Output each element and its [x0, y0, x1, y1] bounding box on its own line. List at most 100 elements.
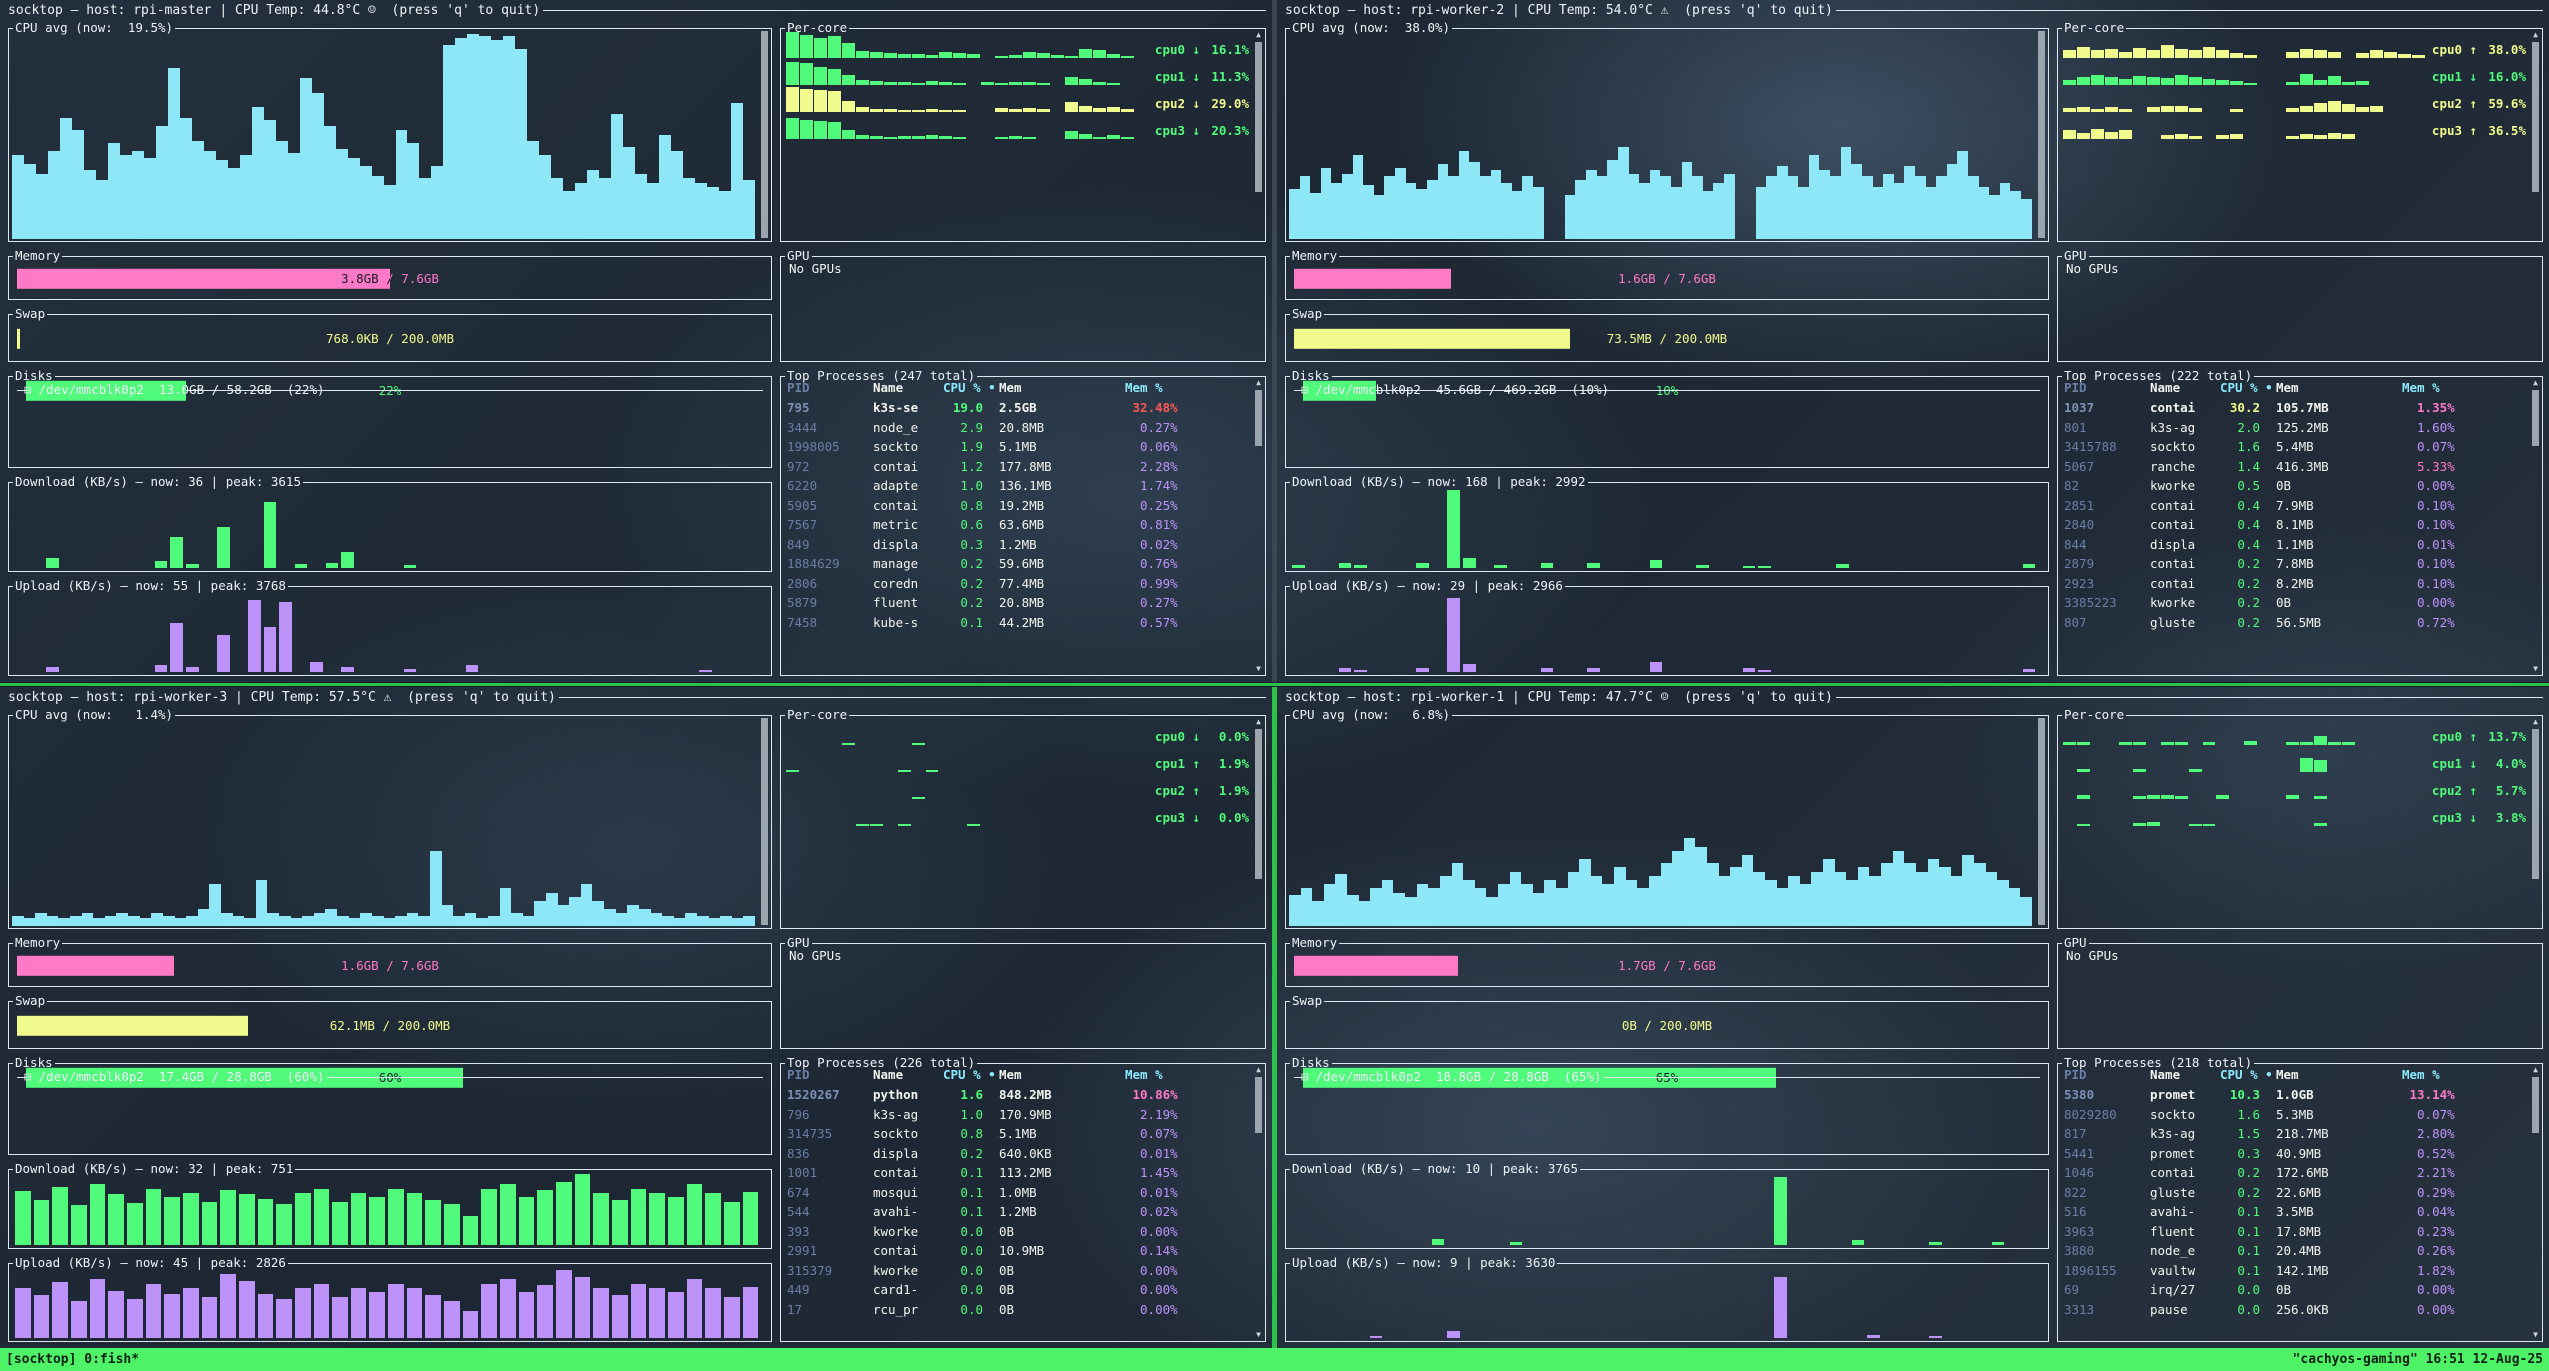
sparkline-bar — [995, 82, 1009, 85]
per-core-scrollbar[interactable]: ▲ — [2531, 30, 2540, 239]
pane-divider-vertical-top[interactable] — [1272, 0, 1277, 682]
chart-bar — [518, 1292, 535, 1338]
sparkline-bar — [925, 109, 939, 112]
socktop-pane-rpi-master[interactable]: socktop — host: rpi-master | CPU Temp: 4… — [0, 0, 1272, 682]
swap-label: Swap — [15, 993, 46, 1008]
swap-usage-text: 73.5MB / 200.0MB — [1606, 330, 1728, 346]
sparkline-bar — [1092, 82, 1106, 85]
chart-bar — [455, 38, 468, 239]
sparkline-bar — [1065, 55, 1079, 58]
chart-bar — [683, 178, 696, 239]
core-trend-arrow-icon: ↓ — [2462, 810, 2485, 825]
chart-bar — [685, 913, 697, 926]
scrollbar-thumb[interactable] — [1255, 42, 1262, 192]
chart-bar — [1579, 859, 1591, 926]
chart-bar — [1696, 564, 1709, 568]
chart-bar — [464, 913, 477, 926]
chart-bar — [1596, 176, 1608, 239]
scroll-down-icon[interactable]: ▼ — [1256, 1330, 1261, 1339]
chart-bar — [255, 880, 268, 926]
per-core-scrollbar[interactable]: ▲ — [1254, 717, 1263, 926]
chart-bar — [563, 190, 576, 239]
chart-bar — [592, 900, 605, 926]
core-sparkline — [786, 746, 1149, 772]
chart-bar — [425, 1295, 442, 1338]
cpu-scrollbar[interactable] — [760, 717, 769, 926]
process-row: 6220 adapte 1.0 136.1MB 1.74% — [787, 478, 1178, 493]
process-scrollbar[interactable]: ▲ ▼ — [1254, 1065, 1263, 1339]
scrollbar-thumb[interactable] — [761, 31, 768, 238]
cpu-scrollbar[interactable] — [2037, 717, 2046, 926]
sparkline-bar — [2118, 78, 2132, 85]
scroll-down-icon[interactable]: ▼ — [2533, 1330, 2538, 1339]
scrollbar-thumb[interactable] — [2532, 42, 2539, 192]
core-row-cpu3: cpu3 ↓ 20.3% — [786, 112, 1249, 139]
chart-bar — [403, 668, 417, 672]
scrollbar-thumb[interactable] — [1255, 390, 1262, 446]
chart-bar — [503, 36, 516, 239]
pane-divider-vertical-bottom[interactable] — [1272, 687, 1277, 1348]
pane-divider-horizontal[interactable] — [0, 682, 2549, 687]
chart-bar — [83, 170, 96, 239]
scrollbar-thumb[interactable] — [2038, 718, 2045, 925]
socktop-pane-rpi-worker-1[interactable]: socktop — host: rpi-worker-1 | CPU Temp:… — [1277, 687, 2549, 1348]
chart-bar — [444, 1204, 460, 1245]
chart-bar — [1758, 565, 1771, 568]
chart-bar — [1713, 182, 1724, 239]
process-scrollbar[interactable]: ▲ ▼ — [2531, 378, 2540, 673]
socktop-pane-rpi-worker-3[interactable]: socktop — host: rpi-worker-3 | CPU Temp:… — [0, 687, 1272, 1348]
disk-device-box: ⊟/dev/mmcblk0p2 17.4GB / 28.8GB (60%) 60… — [17, 1067, 763, 1088]
cpu-scrollbar[interactable] — [2037, 30, 2046, 239]
chart-bar — [707, 186, 720, 239]
col-mem: Mem — [999, 1067, 1022, 1082]
sparkline-bar — [925, 81, 939, 85]
per-core-scrollbar[interactable]: ▲ — [1254, 30, 1263, 239]
memory-gauge: 1.7GB / 7.6GB 1.7GB / 7.6GB — [1294, 955, 2040, 976]
process-scrollbar[interactable]: ▲ ▼ — [1254, 378, 1263, 673]
chart-bar — [1381, 880, 1394, 926]
socktop-pane-rpi-worker-2[interactable]: socktop — host: rpi-worker-2 | CPU Temp:… — [1277, 0, 2549, 682]
sparkline-bar — [2328, 76, 2342, 85]
memory-panel: Memory 1.6GB / 7.6GB 1.6GB / 7.6GB — [8, 935, 772, 987]
scroll-down-icon[interactable]: ▼ — [1256, 664, 1261, 673]
chart-bar — [313, 1188, 330, 1245]
chart-bar — [1447, 490, 1461, 568]
sparkline-bar — [869, 108, 883, 112]
chart-bar — [481, 1188, 498, 1245]
process-row: 5441 promet 0.3 40.9MB 0.52% — [2064, 1145, 2455, 1161]
sparkline-bar — [786, 87, 799, 112]
scroll-down-icon[interactable]: ▼ — [2533, 664, 2538, 673]
sparkline-bar — [855, 135, 869, 139]
upload-panel: Upload (KB/s) — now: 29 | peak: 2966 — [1285, 578, 2049, 676]
process-scrollbar[interactable]: ▲ ▼ — [2531, 1065, 2540, 1339]
chart-bar — [290, 917, 303, 926]
process-row: 2991 contai 0.0 10.9MB 0.14% — [787, 1243, 1178, 1258]
process-table-header: PID Name CPU % • Mem Mem % — [787, 378, 1251, 398]
sparkline-bar — [2104, 131, 2118, 139]
col-pid: PID — [2064, 380, 2087, 395]
chart-bar — [1494, 564, 1507, 568]
sparkline-bar — [897, 824, 911, 826]
chart-bar — [70, 915, 82, 926]
scrollbar-thumb[interactable] — [2532, 729, 2539, 879]
scrollbar-thumb[interactable] — [2532, 1077, 2539, 1133]
sparkline-bar — [2174, 106, 2188, 112]
sparkline-bar — [1051, 54, 1065, 58]
cpu-scrollbar[interactable] — [760, 30, 769, 239]
scrollbar-thumb[interactable] — [2532, 390, 2539, 446]
sparkline-bar — [1106, 135, 1120, 139]
sparkline-bar — [2090, 50, 2104, 58]
chart-bar — [174, 917, 187, 926]
tmux-session-window[interactable]: [socktop] 0:fish* — [6, 1352, 140, 1367]
sparkline-bar — [953, 82, 967, 85]
chart-bar — [279, 915, 291, 926]
gpu-panel: GPU No GPUs — [780, 248, 1266, 362]
chart-bar — [1742, 667, 1756, 672]
chart-bar — [743, 915, 755, 926]
scrollbar-thumb[interactable] — [1255, 1077, 1262, 1133]
scrollbar-thumb[interactable] — [761, 718, 768, 925]
chart-bar — [1867, 1335, 1880, 1338]
scrollbar-thumb[interactable] — [1255, 729, 1262, 879]
scrollbar-thumb[interactable] — [2038, 31, 2045, 238]
per-core-scrollbar[interactable]: ▲ — [2531, 717, 2540, 926]
